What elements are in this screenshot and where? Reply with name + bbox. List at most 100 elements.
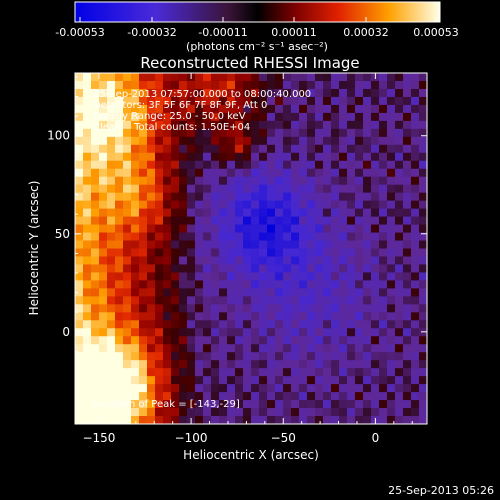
heatmap-cell [139,376,148,385]
heatmap-cell [355,248,364,257]
heatmap-cell [411,280,420,289]
heatmap-cell [411,208,420,217]
heatmap-cell [115,216,124,225]
heatmap-cell [99,136,108,146]
heatmap-cell [195,176,204,186]
heatmap-cell [139,96,148,106]
heatmap-cell [243,360,252,369]
heatmap-cell [187,408,196,417]
heatmap-cell [131,248,140,257]
heatmap-cell [195,296,204,305]
heatmap-cell [291,288,300,297]
heatmap-cell [163,208,172,217]
heatmap-cell [83,328,92,337]
heatmap-cell [107,288,116,297]
heatmap-cell [339,384,348,393]
heatmap-cell [323,136,332,146]
heatmap-cell [131,400,140,409]
heatmap-cell [339,392,348,401]
heatmap-cell [331,256,340,265]
heatmap-cell [379,160,388,170]
heatmap-cell [259,184,268,194]
heatmap-cell [331,128,340,138]
heatmap-cell [123,280,132,289]
heatmap-cell [363,392,372,401]
heatmap-cell [195,376,204,385]
heatmap-cell [179,360,188,369]
heatmap-cell [219,136,228,146]
heatmap-cell [75,320,84,329]
heatmap-cell [99,232,108,241]
heatmap-cell [315,312,324,321]
heatmap-cell [267,336,276,345]
heatmap-cell [75,128,84,138]
heatmap-cell [379,120,388,130]
heatmap-cell [203,112,212,122]
heatmap-cell [403,328,412,337]
heatmap-cell [251,112,260,122]
heatmap-cell [123,344,132,353]
heatmap-cell [75,328,84,337]
heatmap-cell [355,73,364,82]
heatmap-cell [331,144,340,154]
heatmap-cell [155,73,164,82]
heatmap-cell [179,280,188,289]
heatmap-cell [403,73,412,82]
heatmap-cell [259,320,268,329]
heatmap-cell [107,320,116,329]
heatmap-cell [99,416,108,424]
heatmap-cell [171,264,180,273]
heatmap-cell [275,112,284,122]
heatmap-cell [363,128,372,138]
heatmap-cell [243,192,252,202]
heatmap-cell [395,344,404,353]
heatmap-cell [323,96,332,106]
heatmap-cell [243,280,252,289]
heatmap-cell [363,248,372,257]
heatmap-cell [211,184,220,194]
heatmap-cell [267,344,276,353]
heatmap-cell [395,224,404,233]
heatmap-cell [131,144,140,154]
heatmap-cell [275,408,284,417]
heatmap-cell [131,368,140,377]
heatmap-cell [339,88,348,98]
heatmap-cell [259,160,268,170]
heatmap-cell [147,344,156,353]
heatmap-cell [395,240,404,249]
heatmap-cell [131,200,140,210]
heatmap-cell [379,288,388,297]
heatmap-cell [179,232,188,241]
heatmap-cell [251,408,260,417]
heatmap-cell [155,176,164,186]
heatmap-cell [403,280,412,289]
heatmap-cell [211,328,220,337]
heatmap-cell [123,256,132,265]
heatmap-cell [211,288,220,297]
heatmap-cell [107,224,116,233]
heatmap-cell [307,112,316,122]
heatmap-cell [227,216,236,225]
heatmap-cell [363,288,372,297]
heatmap-cell [291,272,300,281]
heatmap-cell [411,384,420,393]
heatmap-cell [187,368,196,377]
heatmap-cell [339,232,348,241]
heatmap-cell [339,336,348,345]
heatmap-cell [227,248,236,257]
heatmap-cell [323,240,332,249]
heatmap-cell [323,152,332,162]
heatmap-cell [115,192,124,202]
heatmap-cell [259,73,268,82]
heatmap-cell [115,328,124,337]
heatmap-cell [123,168,132,178]
heatmap-cell [163,136,172,146]
heatmap-cell [283,96,292,106]
heatmap-cell [267,160,276,170]
heatmap-cell [115,184,124,194]
heatmap-cell [139,232,148,241]
heatmap-cell [115,168,124,178]
heatmap-cell [379,360,388,369]
heatmap-cell [411,256,420,265]
heatmap-cell [163,328,172,337]
